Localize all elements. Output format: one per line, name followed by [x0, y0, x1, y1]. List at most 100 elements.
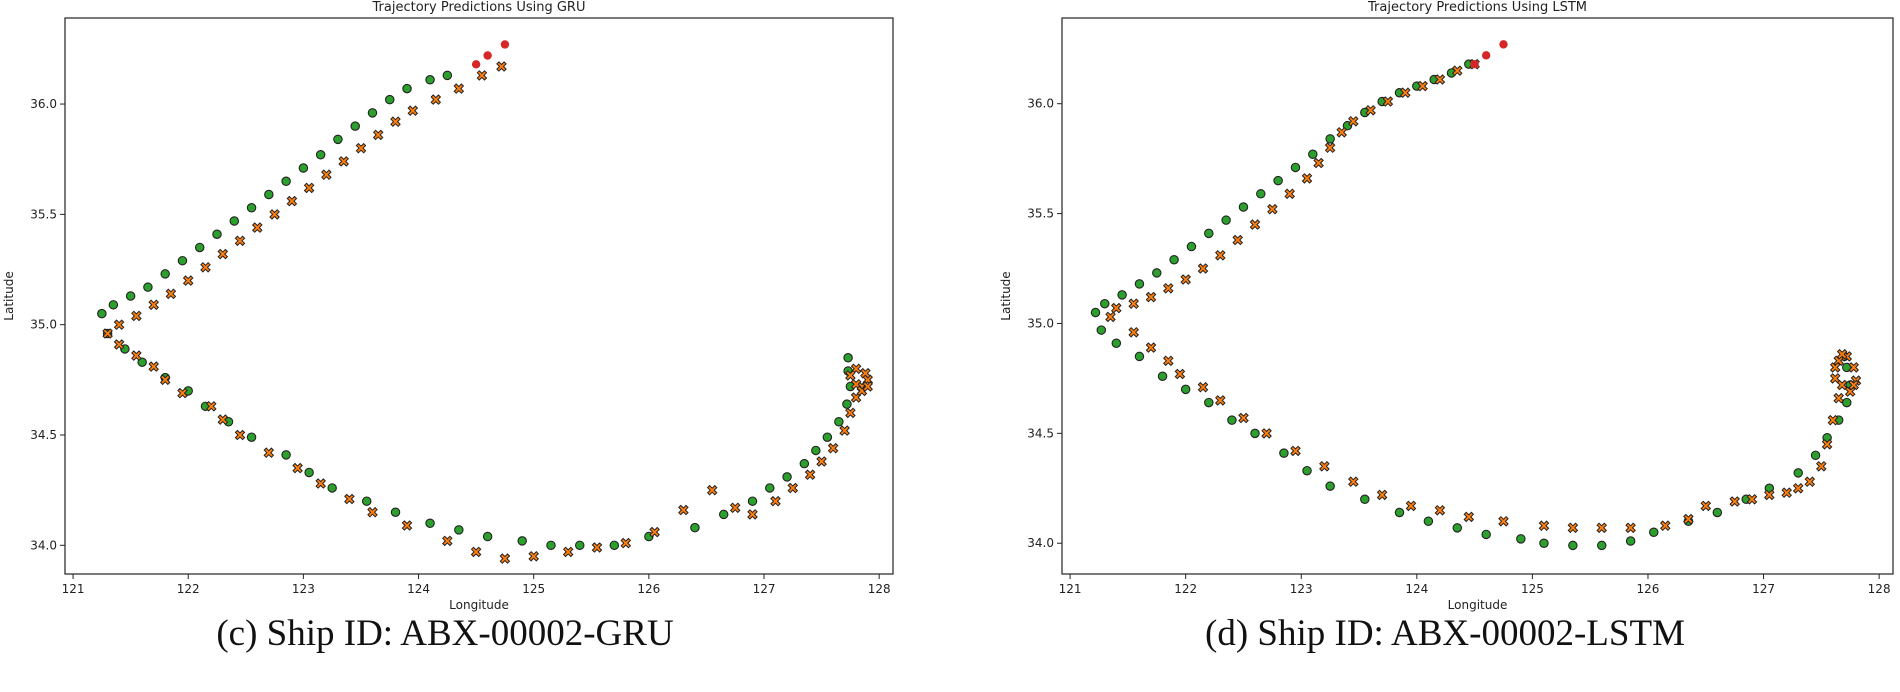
gru-observed-point [160, 269, 170, 279]
gru-predicted-point [747, 509, 758, 520]
gru-observed-point [327, 483, 337, 493]
lstm-predicted-point [1821, 438, 1833, 450]
lstm-observed-point [1221, 215, 1231, 225]
lstm-predicted-point [1214, 395, 1226, 406]
gru-predicted-point [678, 504, 689, 516]
gru-predicted-point [470, 546, 482, 558]
gru-predicted-point [770, 495, 781, 507]
gru-predicted-point [499, 553, 511, 564]
lstm-predicted-point [1180, 274, 1192, 285]
lstm-predicted-point [1746, 493, 1758, 505]
lstm-observed-point [1204, 397, 1214, 408]
gru-predicted-point [816, 456, 827, 467]
lstm-predicted-point [1261, 428, 1272, 439]
gru-predicted-point [321, 169, 332, 181]
lstm-predicted-point [1417, 80, 1428, 92]
lstm-predicted-point [1538, 520, 1550, 532]
gru-observed-point [229, 216, 240, 226]
lstm-y-axis-label: Latitude [999, 271, 1013, 320]
lstm-predicted-point [1145, 291, 1157, 303]
gru-predicted-point [620, 537, 632, 549]
lstm-observed-point [1096, 325, 1107, 335]
gru-actual-future-point [483, 51, 492, 60]
lstm-predicted-point [1162, 282, 1174, 294]
lstm-x-axis-label: Longitude [1448, 598, 1508, 612]
gru-predicted-point [113, 319, 125, 331]
gru-predicted-point [787, 482, 799, 494]
lstm-predicted-point [1451, 65, 1463, 77]
lstm-predicted-point [1238, 412, 1249, 424]
gru-predicted-point [729, 502, 741, 514]
gru-observed-point [281, 450, 291, 460]
gru-predicted-point [430, 94, 442, 105]
lstm-predicted-point [1836, 379, 1848, 391]
lstm-predicted-point [1197, 381, 1209, 393]
gru-x-tick-label: 127 [753, 582, 776, 596]
lstm-predicted-point [1313, 157, 1324, 169]
gru-predicted-point [131, 310, 142, 322]
lstm-observed-point [1256, 189, 1266, 199]
gru-predicted-point [839, 425, 850, 436]
gru-observed-point [367, 108, 378, 118]
lstm-observed-point [1090, 307, 1101, 318]
lstm-observed-point [1712, 507, 1723, 518]
lstm-observed-point [1302, 465, 1312, 476]
gru-predicted-point [367, 506, 378, 518]
gru-observed-point [454, 525, 464, 535]
gru-actual-future-point [500, 40, 510, 49]
lstm-predicted-point [1162, 355, 1174, 367]
gru-predicted-point [372, 129, 384, 141]
gru-observed-point [246, 432, 257, 442]
gru-predicted-point [476, 70, 488, 81]
gru-predicted-point [217, 248, 229, 260]
gru-predicted-point [845, 370, 856, 381]
lstm-observed-point [1325, 134, 1335, 144]
lstm-observed-point [1134, 279, 1145, 289]
gru-predicted-point [338, 156, 350, 167]
lstm-predicted-point [1848, 362, 1860, 373]
gru-predicted-point [496, 61, 507, 72]
gru-observed-point [782, 472, 792, 482]
lstm-predicted-point [1376, 489, 1388, 501]
lstm-predicted-point [1659, 520, 1671, 532]
lstm-predicted-point [1399, 87, 1411, 99]
lstm-predicted-point [1232, 234, 1244, 246]
gru-x-tick-label: 123 [292, 582, 315, 596]
lstm-observed-point [1394, 507, 1405, 518]
lstm-observed-point [1360, 494, 1370, 505]
gru-predicted-point [159, 374, 171, 386]
gru-observed-point [385, 94, 395, 105]
lstm-x-tick-label: 123 [1290, 582, 1313, 596]
lstm-observed-point [1625, 536, 1636, 546]
gru-predicted-point [182, 275, 194, 286]
lstm-predicted-point [1567, 522, 1579, 534]
gru-observed-point [390, 507, 401, 517]
gru-predicted-point [862, 381, 874, 392]
lstm-predicted-point [1365, 104, 1376, 116]
lstm-predicted-point [1848, 379, 1860, 391]
lstm-observed-point [1250, 428, 1260, 439]
gru-y-tick-label: 34.5 [30, 428, 57, 442]
lstm-observed-point [1204, 228, 1214, 239]
gru-observed-point [97, 308, 107, 319]
gru-observed-point [442, 70, 453, 81]
lstm-x-tick-label: 121 [1059, 582, 1082, 596]
lstm-predicted-point [1827, 414, 1839, 426]
lstm-predicted-point [1815, 460, 1827, 472]
gru-observed-point [517, 536, 527, 546]
lstm-predicted-point [1625, 522, 1636, 534]
lstm-observed-point [1134, 351, 1145, 362]
lstm-predicted-point [1347, 115, 1359, 127]
lstm-chart-panel: Trajectory Predictions Using LSTM 121 122 1… [999, 0, 1894, 612]
gru-observed-point [402, 83, 412, 94]
lstm-predicted-point [1463, 511, 1475, 523]
lstm-observed-point [1152, 268, 1162, 278]
lstm-figure-caption: (d) Ship ID: ABX-00002-LSTM [1205, 613, 1685, 654]
lstm-observed-point [1279, 448, 1289, 458]
lstm-predicted-point [1284, 188, 1296, 200]
lstm-observed-point [1793, 468, 1803, 478]
gru-observed-point [143, 282, 153, 292]
lstm-predicted-point [1804, 476, 1816, 488]
gru-observed-point [575, 540, 585, 551]
lstm-predicted-point [1301, 173, 1313, 184]
